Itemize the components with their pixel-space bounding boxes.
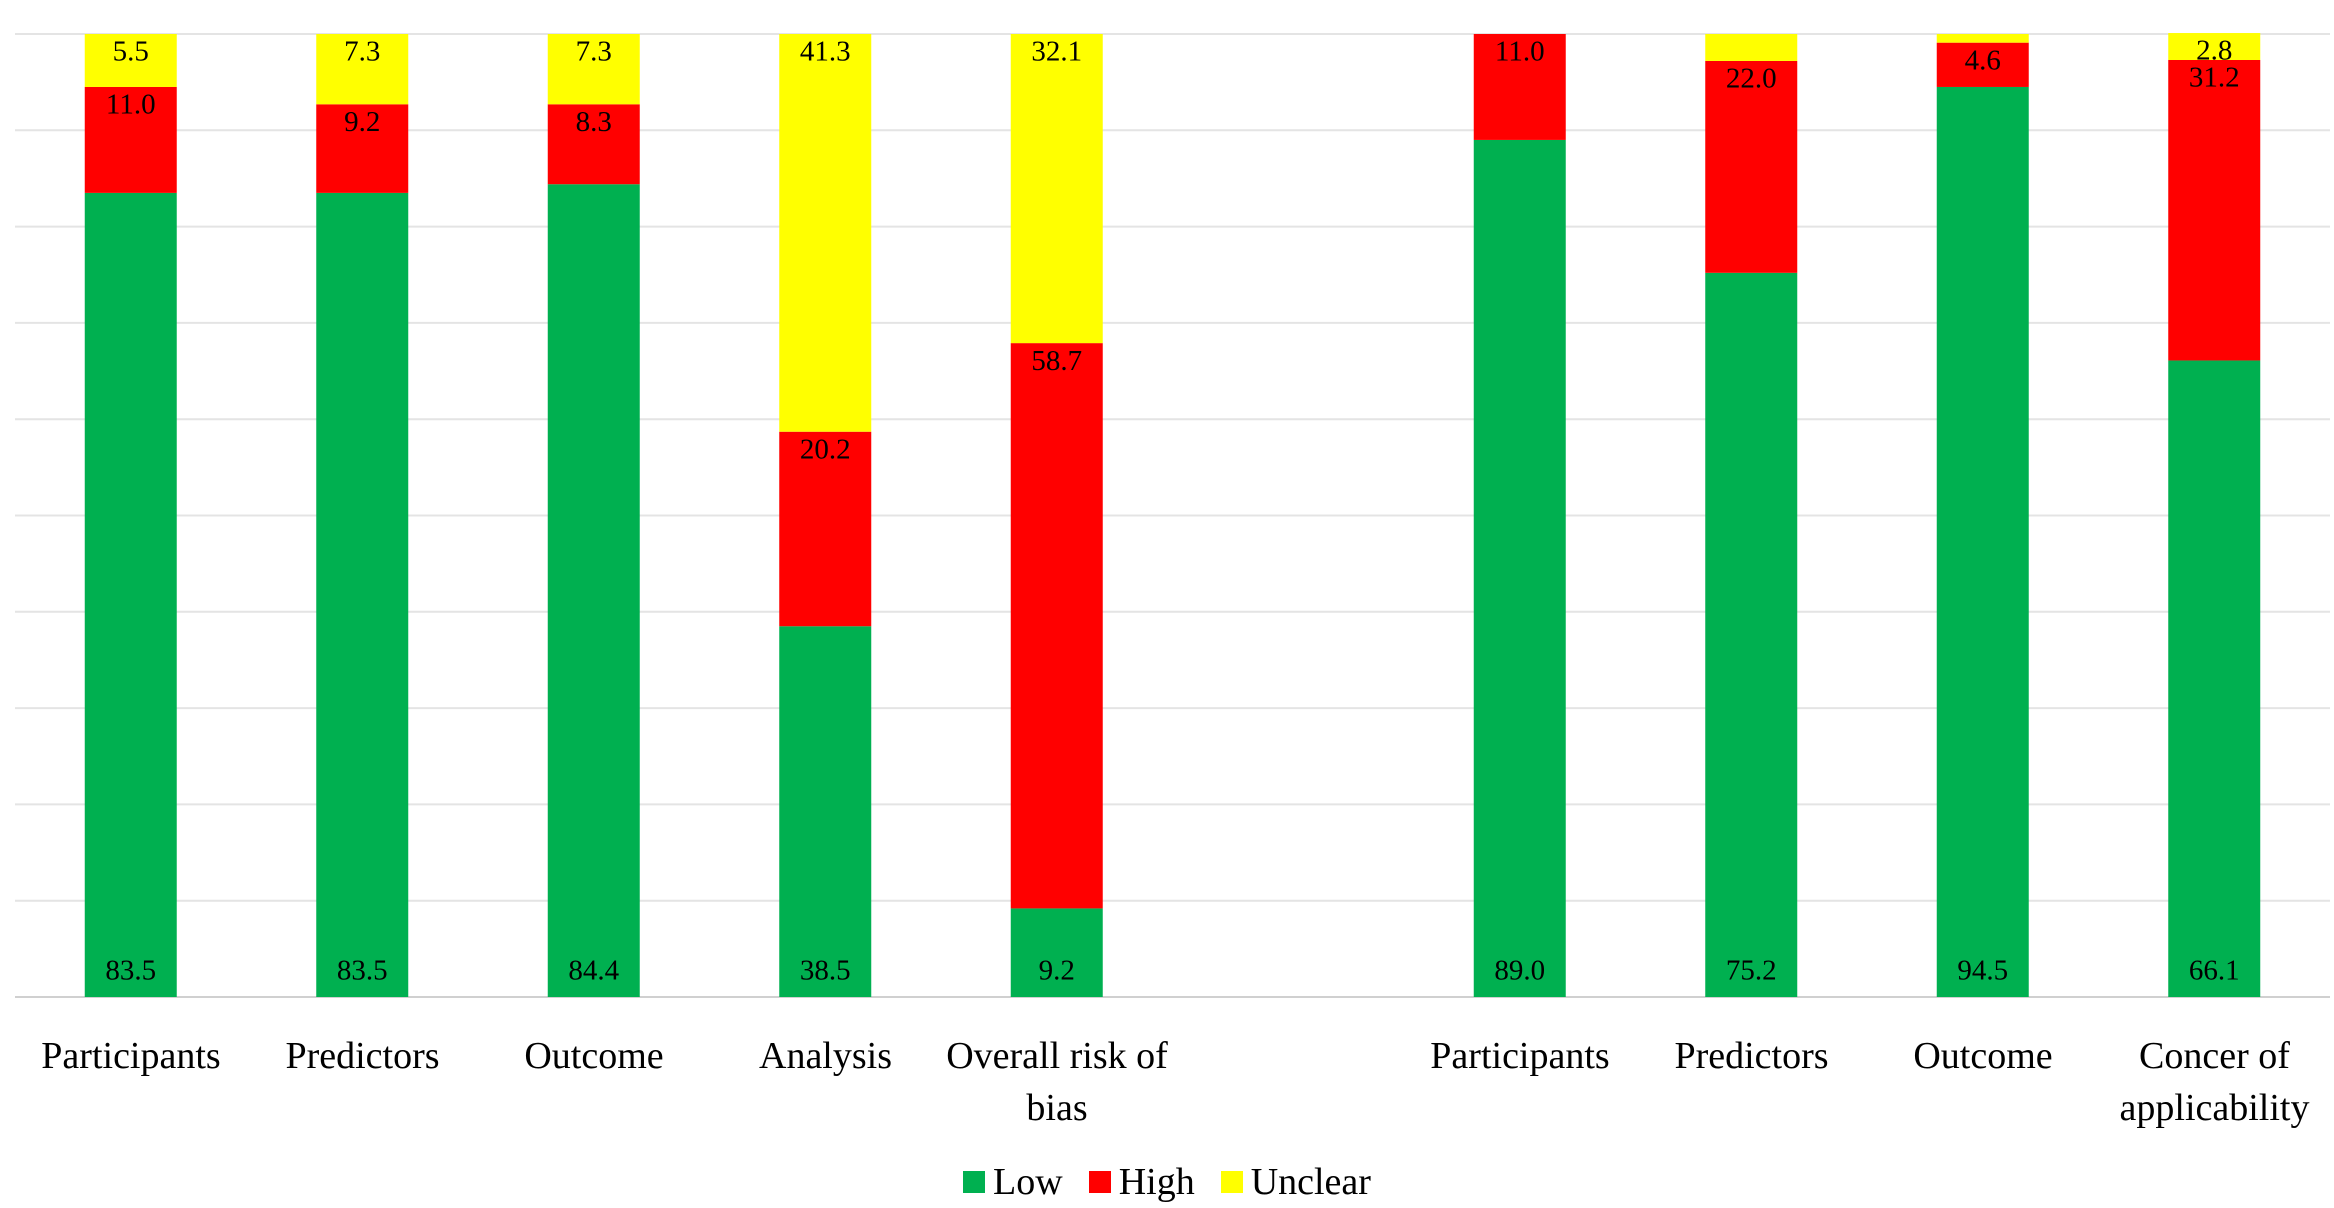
legend-label: High [1118, 1161, 1195, 1203]
data-label: 38.5 [800, 955, 851, 987]
bar-segment [779, 431, 872, 627]
data-label: 11.0 [1495, 36, 1545, 68]
bar-segment [316, 192, 409, 997]
x-tick-label: Outcome [1913, 1035, 2053, 1077]
data-label: 7.3 [576, 36, 612, 68]
data-label: 66.1 [2189, 955, 2240, 987]
legend-item: Unclear [1220, 1160, 1371, 1204]
data-label: 89.0 [1494, 955, 1545, 987]
bar-segment [2168, 60, 2261, 361]
bar-segment [1936, 86, 2029, 998]
bar-segment [547, 104, 640, 185]
data-label: 2.8 [2196, 35, 2232, 67]
x-tick-label: Predictors [285, 1035, 440, 1077]
x-tick-label: Predictors [1674, 1035, 1829, 1077]
data-label: 9.2 [344, 106, 380, 138]
data-label: 83.5 [337, 955, 388, 987]
bar-segment [84, 192, 177, 997]
x-tick-label: Participants [1430, 1035, 1610, 1077]
legend-item: Low [963, 1160, 1063, 1204]
data-label: 83.5 [105, 955, 156, 987]
bar-segment [1936, 34, 2029, 43]
data-label: 41.3 [800, 36, 851, 68]
x-tick-label: Concer of applicability [2119, 1035, 2310, 1129]
bar-segment [2168, 33, 2261, 61]
data-label: 11.0 [106, 89, 156, 121]
data-label: 31.2 [2189, 62, 2240, 94]
bar-segment [1010, 34, 1103, 344]
bar-segment [1705, 60, 1798, 273]
legend-swatch [1220, 1171, 1243, 1193]
data-label: 94.5 [1957, 955, 2008, 987]
bar-segment [1473, 139, 1566, 997]
x-tick-label: Overall risk of bias [946, 1035, 1168, 1129]
data-label: 9.2 [1039, 955, 1075, 987]
bar-segment [84, 86, 177, 193]
bar-segment [316, 34, 409, 105]
data-label: 8.3 [576, 106, 612, 138]
data-label: 75.2 [1726, 955, 1777, 987]
bar-segment [1705, 272, 1798, 998]
bar-segment [779, 34, 872, 432]
legend-swatch [1088, 1171, 1111, 1193]
bar-segment [316, 104, 409, 193]
bar-segment [84, 34, 177, 87]
legend-label: Low [993, 1161, 1063, 1203]
bar-segment [547, 34, 640, 105]
legend: Low High Unclear [0, 1160, 2334, 1204]
data-label: 22.0 [1726, 63, 1777, 95]
bar-segment [1936, 42, 2029, 87]
legend-item: High [1088, 1160, 1195, 1204]
data-label: 84.4 [568, 955, 619, 987]
x-tick-label: Participants [41, 1035, 221, 1077]
bar-segment [1010, 908, 1103, 997]
legend-label: Unclear [1250, 1161, 1371, 1203]
x-tick-label: Outcome [524, 1035, 664, 1077]
data-label: 4.6 [1965, 44, 2001, 76]
data-label: 5.5 [113, 36, 149, 68]
bar-segment [1705, 34, 1798, 61]
data-label: 20.2 [800, 433, 851, 465]
data-label: 32.1 [1031, 36, 1082, 68]
data-label: 58.7 [1031, 345, 1082, 377]
legend-swatch [963, 1171, 986, 1193]
x-tick-label: Analysis [759, 1035, 892, 1077]
bar-segment [547, 184, 640, 997]
bar-segment [2168, 360, 2261, 997]
bar-segment [779, 626, 872, 997]
bar-segment [1010, 343, 1103, 909]
bar-segment [1473, 34, 1566, 140]
data-label: 7.3 [344, 36, 380, 68]
